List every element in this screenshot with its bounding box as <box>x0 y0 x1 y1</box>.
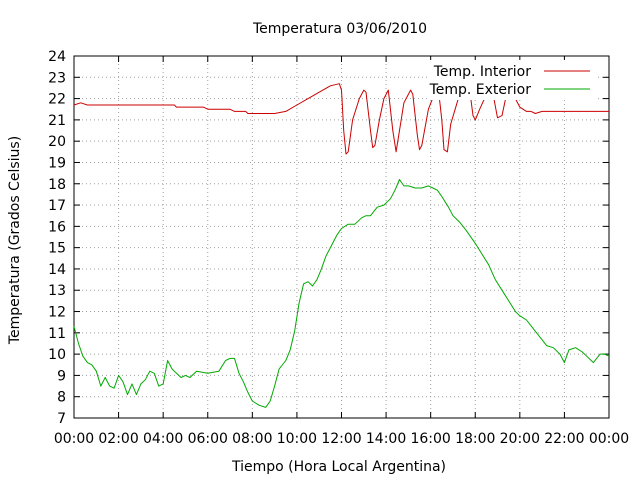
y-tick-label: 24 <box>48 49 66 65</box>
legend-background <box>428 60 596 100</box>
legend: Temp. Interior Temp. Exterior <box>428 60 596 100</box>
x-tick-label: 18:00 <box>455 431 495 447</box>
series-line-1 <box>73 179 610 408</box>
y-tick-label: 16 <box>48 219 66 235</box>
y-tick-label: 19 <box>48 155 66 171</box>
y-tick-label: 17 <box>48 198 66 214</box>
y-tick-label: 9 <box>57 368 66 384</box>
grid-lines <box>74 56 609 418</box>
x-tick-label: 10:00 <box>277 431 317 447</box>
y-tick-label: 10 <box>48 347 66 363</box>
x-tick-label: 12:00 <box>321 431 361 447</box>
y-tick-label: 21 <box>48 113 66 129</box>
y-tick-label: 7 <box>57 411 66 427</box>
y-tick-label: 13 <box>48 283 66 299</box>
x-tick-label: 20:00 <box>500 431 540 447</box>
series-lines <box>73 66 610 408</box>
y-tick-label: 8 <box>57 390 66 406</box>
axes: 00:00 02:00 04:00 06:00 08:00 10:00 12:00 14:00… <box>48 49 629 447</box>
x-tick-label: 00:00 <box>54 431 94 447</box>
x-tick-label: 14:00 <box>366 431 406 447</box>
y-tick-label: 15 <box>48 241 66 257</box>
y-tick-label: 22 <box>48 92 66 108</box>
x-axis-label: Tiempo (Hora Local Argentina) <box>231 459 446 475</box>
x-tick-label: 08:00 <box>232 431 272 447</box>
x-tick-label: 00:00 <box>589 431 629 447</box>
plot-frame <box>73 55 610 419</box>
y-tick-label: 20 <box>48 134 66 150</box>
chart-title: Temperatura 03/06/2010 <box>252 21 427 37</box>
x-tick-label: 04:00 <box>143 431 183 447</box>
series-line-0 <box>73 66 609 155</box>
x-tick-label: 02:00 <box>98 431 138 447</box>
y-tick-label: 23 <box>48 70 66 86</box>
x-tick-label: 06:00 <box>188 431 228 447</box>
legend-label: Temp. Interior <box>433 64 532 80</box>
y-tick-label: 12 <box>48 305 66 321</box>
y-tick-label: 14 <box>48 262 66 278</box>
y-tick-label: 11 <box>48 326 66 342</box>
x-tick-label: 16:00 <box>410 431 450 447</box>
y-tick-label: 18 <box>48 177 66 193</box>
legend-label: Temp. Exterior <box>429 82 532 98</box>
x-tick-label: 22:00 <box>544 431 584 447</box>
y-axis-label: Temperatura (Grados Celsius) <box>7 136 23 345</box>
